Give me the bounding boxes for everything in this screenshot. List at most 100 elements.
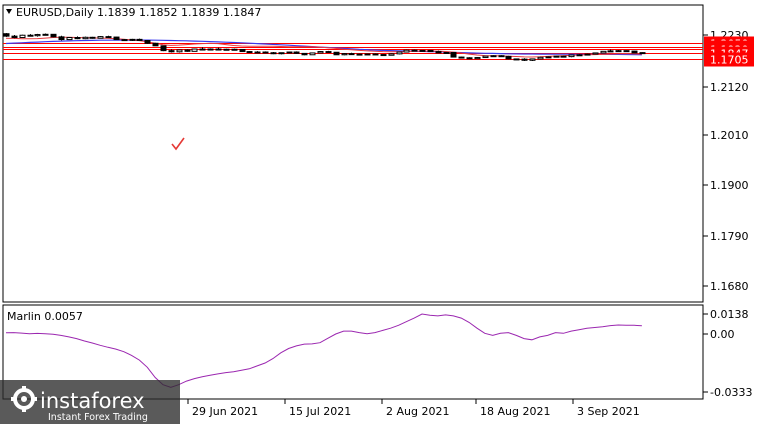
candle-bullish — [223, 48, 230, 51]
price-panel[interactable] — [2, 4, 704, 303]
candle-bearish — [168, 50, 175, 53]
candle-bearish — [231, 48, 238, 51]
indicator-axis: 0.0138 0.00 -0.0333 — [703, 308, 752, 399]
candle-bearish — [521, 58, 528, 61]
candle-bearish — [121, 39, 128, 42]
candle-bullish — [364, 53, 371, 56]
candle-bullish — [278, 52, 285, 55]
candle-bullish — [537, 56, 544, 60]
candle-bearish — [356, 53, 363, 56]
candle-bullish — [584, 53, 591, 56]
candle-bearish — [458, 56, 465, 59]
candle-bullish — [191, 48, 198, 52]
indicator-tick-label: -0.0333 — [710, 386, 752, 399]
level-price-label: 1.1705 — [710, 54, 749, 67]
candle-bearish — [105, 36, 112, 39]
instaforex-logo-icon — [11, 386, 37, 412]
marlin-oscillator-line — [5, 313, 642, 388]
candle-bearish — [50, 33, 57, 38]
candle-bearish — [301, 52, 308, 56]
candle-bearish — [560, 55, 567, 58]
candle-bearish — [372, 53, 379, 56]
candle-bullish — [34, 34, 41, 37]
candle-bullish — [490, 55, 497, 58]
candle-bearish — [239, 48, 246, 53]
candle-bearish — [246, 51, 253, 54]
candle-bullish — [176, 49, 183, 53]
candle-bearish — [513, 58, 520, 61]
candle-bearish — [160, 45, 167, 52]
time-tick-label: 3 Sep 2021 — [577, 405, 640, 418]
candle-bullish — [286, 51, 293, 54]
candle-bearish — [435, 51, 442, 54]
candle-bullish — [639, 52, 646, 55]
time-tick-label: 18 Aug 2021 — [480, 405, 550, 418]
candle-bearish — [215, 48, 222, 51]
candle-bullish — [129, 38, 136, 41]
candle-bullish — [419, 49, 426, 52]
candle-bullish — [592, 52, 599, 55]
indicator-label: Marlin 0.0057 — [7, 310, 83, 323]
candle-bullish — [474, 57, 481, 60]
price-tick-label: 1.1680 — [710, 280, 749, 293]
time-tick-label: 2 Aug 2021 — [386, 405, 449, 418]
time-axis: 29 Jun 2021 15 Jul 2021 2 Aug 2021 18 Au… — [187, 399, 640, 418]
candle-bullish — [568, 54, 575, 58]
indicator-tick-label: 0.0138 — [710, 308, 749, 321]
indicator-tick-label: 0.00 — [710, 328, 735, 341]
candle-bullish — [388, 53, 395, 56]
candle-bullish — [396, 51, 403, 55]
candle-bearish — [199, 48, 206, 51]
indicator-panel[interactable] — [2, 304, 704, 400]
candle-bearish — [623, 50, 630, 53]
candle-bearish — [262, 51, 269, 54]
candlesticks — [3, 33, 646, 61]
time-tick-label: 15 Jul 2021 — [289, 405, 351, 418]
candle-bullish — [254, 51, 261, 54]
chart-header: EURUSD,Daily 1.1839 1.1852 1.1839 1.1847 — [6, 6, 261, 19]
candle-bullish — [576, 54, 583, 57]
candle-bearish — [113, 36, 120, 41]
candle-bullish — [403, 49, 410, 53]
candle-bullish — [317, 51, 324, 54]
candle-bullish — [66, 37, 73, 41]
candle-bearish — [505, 55, 512, 60]
candle-bullish — [207, 48, 214, 51]
candle-bullish — [443, 51, 450, 54]
candle-bullish — [600, 50, 607, 54]
candle-bearish — [348, 53, 355, 56]
candle-bearish — [450, 51, 457, 58]
candle-bearish — [270, 52, 277, 55]
instaforex-watermark: instaforex Instant Forex Trading — [0, 380, 180, 424]
candle-bullish — [529, 58, 536, 61]
triangle-down-icon — [6, 9, 12, 14]
candle-bearish — [152, 42, 159, 47]
candle-bullish — [97, 36, 104, 39]
candle-bearish — [3, 33, 10, 37]
candle-bearish — [89, 36, 96, 39]
watermark-tagline: Instant Forex Trading — [48, 412, 148, 423]
candle-bullish — [482, 55, 489, 59]
candle-bullish — [607, 50, 614, 53]
candle-bearish — [27, 34, 34, 37]
price-tick-label: 1.2120 — [710, 81, 749, 94]
candle-bearish — [498, 55, 505, 58]
candle-bearish — [333, 51, 340, 56]
price-tick-label: 1.2010 — [710, 129, 749, 142]
candle-bullish — [341, 53, 348, 56]
candle-bullish — [615, 50, 622, 53]
checkmark-icon — [171, 137, 185, 151]
candle-bearish — [184, 49, 191, 52]
time-tick-label: 29 Jun 2021 — [192, 405, 258, 418]
candle-bearish — [411, 49, 418, 52]
symbol-ohlc-label: EURUSD,Daily 1.1839 1.1852 1.1839 1.1847 — [16, 6, 261, 19]
candle-bearish — [631, 50, 638, 54]
candle-bearish — [11, 35, 18, 39]
watermark-brand: instaforex — [40, 389, 145, 413]
candle-bearish — [136, 38, 143, 42]
level-price-tag — [704, 52, 754, 67]
price-tick-label: 1.1900 — [710, 179, 749, 192]
level-lines[interactable]: 1.20501.19751.19201.18471.1705 — [3, 36, 754, 67]
candle-bullish — [19, 34, 26, 39]
